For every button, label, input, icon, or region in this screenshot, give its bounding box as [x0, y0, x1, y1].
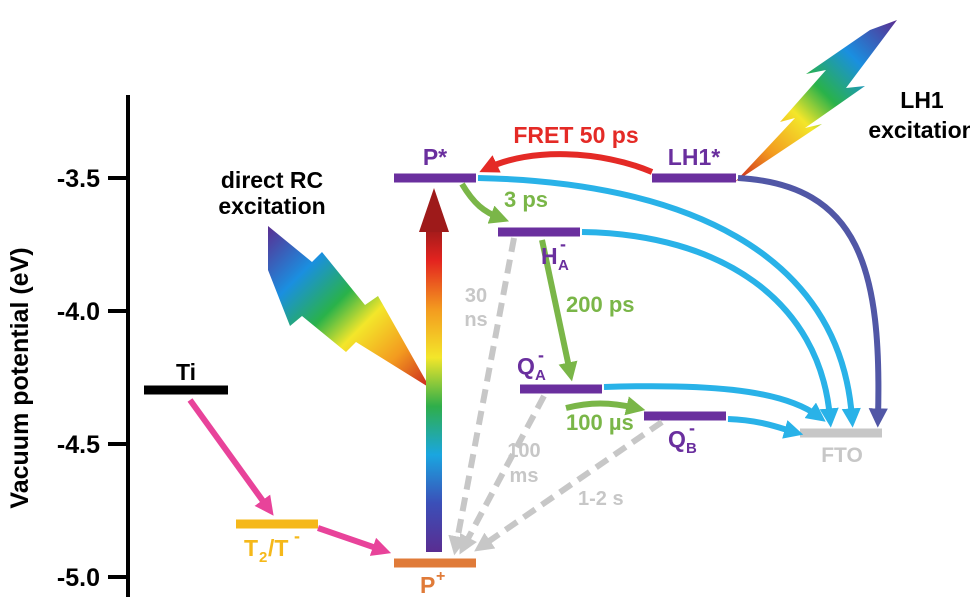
pstar-to-fto-arrow — [477, 175, 861, 428]
svg-text:T: T — [244, 535, 258, 561]
excitation-arrow-head — [419, 188, 449, 232]
qb-recombination-arrow — [474, 419, 664, 552]
svg-text:B: B — [686, 440, 697, 457]
p-plus-label: P + — [420, 568, 445, 597]
fto-label: FTO — [821, 444, 863, 467]
tick-label: -4.0 — [57, 298, 100, 326]
y-axis: -3.5 -4.0 -4.5 -5.0 Vacuum potential (eV… — [6, 95, 130, 597]
ha-recombination-arrow — [448, 237, 517, 556]
ha-label: H A - — [541, 234, 569, 274]
svg-text:P: P — [420, 572, 435, 597]
svg-text:2: 2 — [259, 549, 267, 566]
tick-label: -3.5 — [57, 165, 100, 193]
svg-text:A: A — [558, 257, 569, 274]
lh1-lightning-icon — [735, 20, 897, 182]
lh1-star-label: LH1* — [668, 144, 720, 170]
rate-200ps-label: 200 ps — [566, 292, 635, 317]
qa-to-fto-arrow — [603, 383, 826, 422]
svg-text:-: - — [560, 234, 566, 254]
direct-rc-lightning-icon — [268, 226, 430, 388]
excitation-arrow-shaft — [426, 228, 442, 552]
direct-rc-excitation-label-line1: direct RC — [221, 167, 323, 193]
lh1-excitation-label-line1: LH1 — [900, 87, 944, 113]
ti-label: Ti — [176, 359, 196, 385]
tick-label: -4.5 — [57, 431, 100, 459]
t2-label: T 2 /T - — [244, 526, 300, 566]
ti-to-t2-arrow — [187, 398, 274, 516]
qb-label: Q B - — [668, 418, 697, 457]
svg-text:-: - — [538, 345, 544, 365]
rate-3ps-label: 3 ps — [504, 187, 548, 212]
svg-text:+: + — [436, 568, 445, 585]
svg-text:Q: Q — [517, 353, 535, 379]
ha-to-fto-arrow — [581, 229, 839, 428]
lh1-excitation-label-line2: excitation — [868, 117, 970, 143]
svg-text:-: - — [689, 418, 695, 438]
fret-arrow — [479, 151, 654, 175]
direct-rc-excitation-label-line2: excitation — [218, 193, 325, 219]
qa-recombination-arrow — [459, 394, 547, 555]
lh1-to-fto-arrow — [737, 175, 888, 428]
svg-text:Q: Q — [668, 426, 686, 452]
fret-rate-label: FRET 50 ps — [513, 122, 638, 148]
t2-to-pplus-arrow — [317, 525, 392, 556]
axis-label: Vacuum potential (eV) — [6, 247, 34, 508]
svg-text:/T: /T — [268, 535, 288, 561]
pstar-to-ha-arrow — [459, 182, 509, 224]
rate-30ns-label-line2: ns — [464, 309, 487, 331]
svg-text:-: - — [294, 526, 300, 546]
rate-30ns-label-line1: 30 — [465, 285, 487, 307]
rate-100us-label: 100 µs — [566, 410, 634, 435]
ha-to-qa-arrow — [539, 239, 578, 382]
svg-text:H: H — [541, 243, 558, 269]
rate-1-2s-label: 1-2 s — [578, 488, 624, 510]
qb-to-fto-arrow — [727, 416, 804, 439]
p-star-label: P* — [423, 144, 447, 170]
svg-text:A: A — [535, 367, 546, 384]
rate-100ms-label-line2: ms — [510, 465, 539, 487]
qa-label: Q A - — [517, 345, 546, 384]
rate-100ms-label-line1: 100 — [507, 440, 540, 462]
qa-to-qb-arrow — [565, 396, 646, 416]
tick-label: -5.0 — [57, 564, 100, 592]
